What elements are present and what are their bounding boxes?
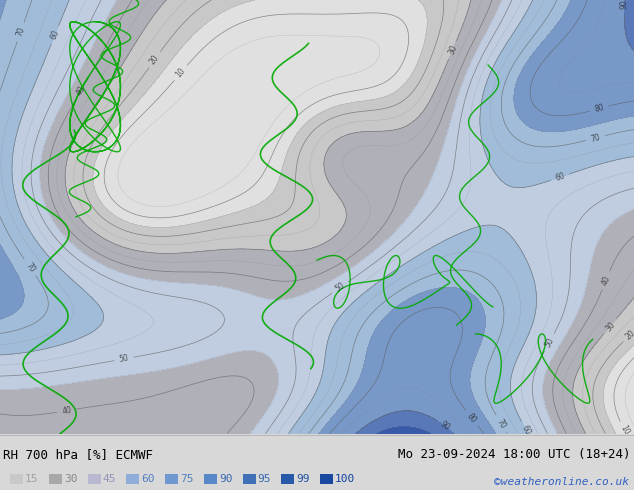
- Text: 40: 40: [600, 274, 612, 287]
- Text: 50: 50: [543, 336, 555, 349]
- Bar: [87, 474, 101, 484]
- Text: 90: 90: [619, 0, 629, 9]
- Text: 30: 30: [446, 44, 458, 56]
- Text: 70: 70: [590, 132, 601, 144]
- Bar: [281, 474, 294, 484]
- Text: 30: 30: [604, 319, 617, 333]
- Text: 90: 90: [219, 474, 232, 484]
- Text: ©weatheronline.co.uk: ©weatheronline.co.uk: [494, 477, 629, 487]
- Text: 75: 75: [180, 474, 193, 484]
- Text: 80: 80: [465, 412, 479, 425]
- Text: 70: 70: [495, 417, 508, 430]
- Text: 30: 30: [64, 474, 77, 484]
- Text: 90: 90: [438, 419, 451, 433]
- Bar: [165, 474, 178, 484]
- Text: 99: 99: [296, 474, 310, 484]
- Text: 15: 15: [25, 474, 39, 484]
- Text: 50: 50: [119, 354, 129, 364]
- Text: 50: 50: [333, 281, 347, 294]
- Text: 10: 10: [174, 66, 187, 79]
- Text: 70: 70: [23, 261, 36, 274]
- Text: 40: 40: [75, 84, 87, 97]
- Text: RH 700 hPa [%] ECMWF: RH 700 hPa [%] ECMWF: [3, 448, 153, 461]
- Text: Mo 23-09-2024 18:00 UTC (18+24): Mo 23-09-2024 18:00 UTC (18+24): [399, 448, 631, 461]
- Bar: [126, 474, 139, 484]
- Text: 60: 60: [520, 424, 533, 437]
- Text: 40: 40: [61, 405, 72, 416]
- Bar: [242, 474, 256, 484]
- Text: 100: 100: [335, 474, 355, 484]
- Bar: [320, 474, 333, 484]
- Text: 20: 20: [148, 53, 161, 66]
- Text: 60: 60: [49, 28, 61, 41]
- Text: 45: 45: [103, 474, 116, 484]
- Text: 95: 95: [257, 474, 271, 484]
- Bar: [49, 474, 61, 484]
- Text: 80: 80: [593, 103, 605, 114]
- Text: 20: 20: [624, 328, 634, 342]
- Text: 60: 60: [554, 172, 566, 183]
- Bar: [204, 474, 217, 484]
- Text: 60: 60: [141, 474, 155, 484]
- Bar: [10, 474, 23, 484]
- Text: 10: 10: [619, 424, 631, 437]
- Text: 70: 70: [15, 26, 27, 38]
